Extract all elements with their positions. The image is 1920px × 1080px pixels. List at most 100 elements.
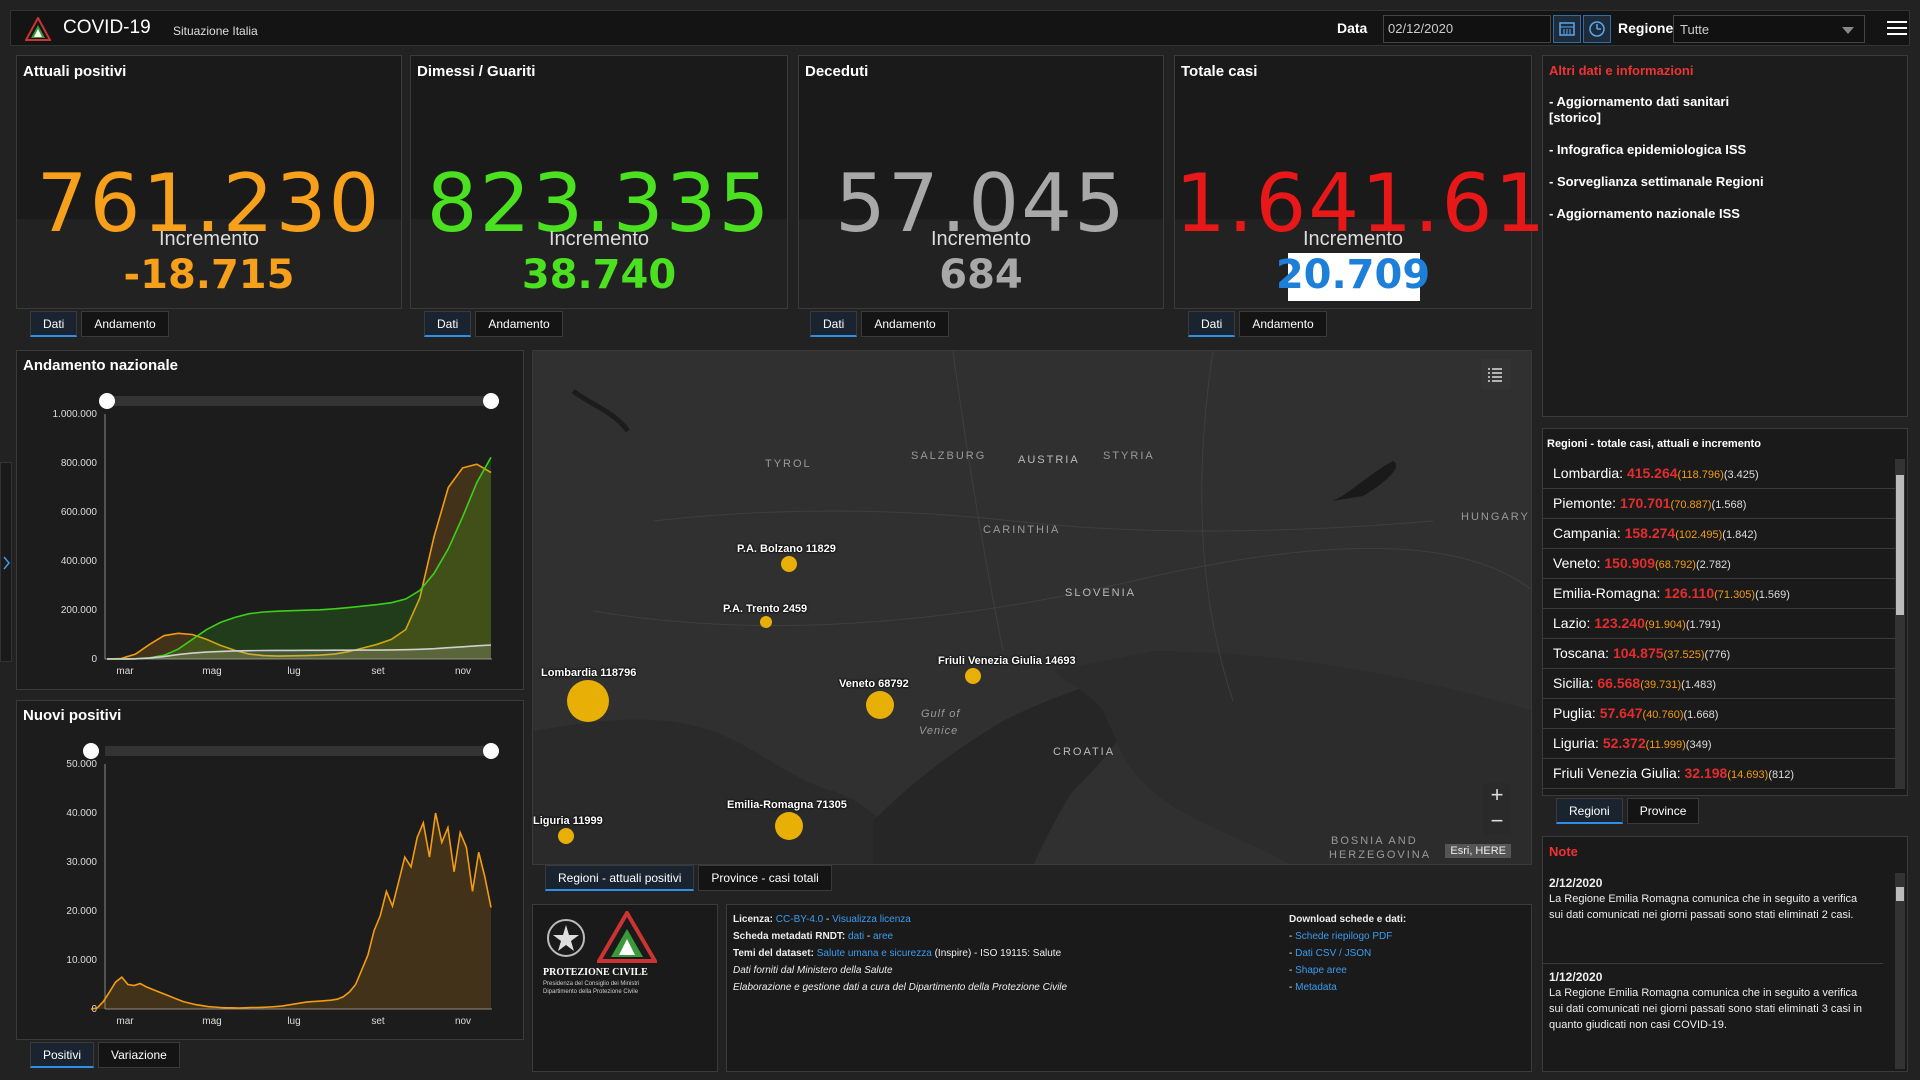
tab-variazione[interactable]: Variazione xyxy=(98,1042,180,1068)
region-label: Regione xyxy=(1618,20,1674,36)
increment-label: Incremento xyxy=(1302,228,1404,250)
y-tick-label: 0 xyxy=(91,1004,97,1015)
map-view[interactable]: AUSTRIA SALZBURG STYRIA TYROL HUNGARY SL… xyxy=(532,350,1532,865)
legend-button[interactable] xyxy=(1481,359,1511,389)
tab-dati[interactable]: Dati xyxy=(424,311,472,337)
region-row[interactable]: Liguria: 52.372(11.999)(349) xyxy=(1543,729,1895,759)
metadata-dati-link[interactable]: dati xyxy=(848,931,865,942)
tab-andamento[interactable]: Andamento xyxy=(861,311,949,337)
region-row[interactable]: Campania: 158.274(102.495)(1.842) xyxy=(1543,519,1895,549)
region-bubble[interactable] xyxy=(760,616,772,628)
region-increment: (1.483) xyxy=(1681,679,1717,691)
tab-dati[interactable]: Dati xyxy=(1188,311,1236,337)
tab-dati[interactable]: Dati xyxy=(30,311,78,337)
info-link[interactable]: - Aggiornamento nazionale ISS xyxy=(1549,206,1740,221)
info-link[interactable]: - Aggiornamento dati sanitari [storico] xyxy=(1549,94,1730,125)
tab-andamento[interactable]: Andamento xyxy=(475,311,563,337)
region-row[interactable]: Emilia-Romagna: 126.110(71.305)(1.569) xyxy=(1543,579,1895,609)
region-increment: (1.791) xyxy=(1685,619,1721,631)
hamburger-menu-button[interactable] xyxy=(1885,17,1909,41)
region-row[interactable]: Toscana: 104.875(37.525)(776) xyxy=(1543,639,1895,669)
region-name: Sicilia: xyxy=(1553,675,1594,691)
map-label: TYROL xyxy=(765,458,812,470)
clock-icon xyxy=(1589,21,1605,37)
data-source-note: Dati forniti dal Ministero della Salute xyxy=(733,965,893,976)
map-label: CROATIA xyxy=(1053,746,1116,758)
data-management-note: Elaborazione e gestione dati a cura del … xyxy=(733,982,1068,993)
tab-province[interactable]: Province xyxy=(1626,798,1700,824)
y-tick-label: 10.000 xyxy=(66,955,97,966)
map-terrain xyxy=(533,351,1531,864)
y-tick-label: 40.000 xyxy=(66,808,97,819)
topic-link[interactable]: Salute umana e sicurezza xyxy=(816,948,932,959)
region-select[interactable]: Tutte xyxy=(1673,15,1865,43)
region-row[interactable]: Lazio: 123.240(91.904)(1.791) xyxy=(1543,609,1895,639)
region-row[interactable]: Puglia: 57.647(40.760)(1.668) xyxy=(1543,699,1895,729)
calendar-button[interactable] xyxy=(1553,15,1581,43)
region-row[interactable]: Piemonte: 170.701(70.887)(1.568) xyxy=(1543,489,1895,519)
info-links: - Aggiornamento dati sanitari [storico] … xyxy=(1549,94,1764,238)
card-value: 57.045 xyxy=(835,157,1127,250)
note-scrollbar[interactable] xyxy=(1895,873,1905,1069)
tab-province-casi-totali[interactable]: Province - casi totali xyxy=(698,865,832,891)
zoom-in-button[interactable]: + xyxy=(1483,783,1511,809)
scrollbar-thumb[interactable] xyxy=(1896,887,1904,901)
series-line xyxy=(90,812,492,1010)
region-row[interactable]: Lombardia: 415.264(118.796)(3.425) xyxy=(1543,459,1895,489)
range-slider-handle[interactable] xyxy=(99,393,115,409)
license-link[interactable]: CC-BY-4.0 xyxy=(775,914,824,925)
card-tabs-deceduti: Dati Andamento xyxy=(810,311,949,337)
range-slider-handle[interactable] xyxy=(83,743,99,759)
region-total: 52.372 xyxy=(1602,735,1646,751)
region-name: Campania: xyxy=(1553,525,1621,541)
download-metadata-link[interactable]: Metadata xyxy=(1295,982,1337,993)
region-bubble[interactable] xyxy=(567,680,609,722)
series-line xyxy=(107,456,492,660)
region-increment: (2.782) xyxy=(1695,559,1731,571)
regions-scrollbar[interactable] xyxy=(1895,459,1905,789)
date-input[interactable]: 02/12/2020 xyxy=(1383,15,1551,43)
download-csv-link[interactable]: Dati CSV / JSON xyxy=(1295,948,1372,959)
region-bubble[interactable] xyxy=(866,691,894,719)
scrollbar-thumb[interactable] xyxy=(1896,475,1904,615)
range-slider-track[interactable] xyxy=(105,746,492,756)
y-tick-label: 0 xyxy=(91,654,97,665)
series-area xyxy=(91,813,491,1009)
region-total: 150.909 xyxy=(1604,555,1655,571)
protezione-civile-emblem-icon xyxy=(597,911,657,963)
region-row[interactable]: Veneto: 150.909(68.792)(2.782) xyxy=(1543,549,1895,579)
tab-positivi[interactable]: Positivi xyxy=(30,1042,95,1068)
info-link[interactable]: - Sorveglianza settimanale Regioni xyxy=(1549,174,1764,189)
tab-regioni-attuali-positivi[interactable]: Regioni - attuali positivi xyxy=(545,865,695,891)
bubble-label: Lombardia 118796 xyxy=(541,667,637,679)
region-bubble[interactable] xyxy=(775,812,803,840)
region-row[interactable]: Friuli Venezia Giulia: 32.198(14.693)(81… xyxy=(1543,759,1895,789)
region-name: Emilia-Romagna: xyxy=(1553,585,1661,601)
download-shape-link[interactable]: Shape aree xyxy=(1295,965,1347,976)
time-button[interactable] xyxy=(1583,15,1611,43)
range-slider-handle[interactable] xyxy=(483,743,499,759)
info-link[interactable]: - Infografica epidemiologica ISS xyxy=(1549,142,1747,157)
region-bubble[interactable] xyxy=(781,556,797,572)
region-current: (39.731) xyxy=(1640,679,1682,691)
region-bubble[interactable] xyxy=(558,828,574,844)
range-slider-track[interactable] xyxy=(105,396,492,406)
side-panel-handle[interactable] xyxy=(0,462,12,662)
region-row[interactable]: Sicilia: 66.568(39.731)(1.483) xyxy=(1543,669,1895,699)
zoom-out-button[interactable]: − xyxy=(1483,809,1511,835)
map-label: AUSTRIA xyxy=(1018,454,1080,466)
map-attribution: Esri, HERE xyxy=(1445,844,1511,858)
tab-regioni[interactable]: Regioni xyxy=(1556,798,1623,824)
region-bubble[interactable] xyxy=(965,668,981,684)
download-pdf-link[interactable]: Schede riepilogo PDF xyxy=(1295,931,1393,942)
x-tick-label: nov xyxy=(455,1016,471,1027)
metadata-aree-link[interactable]: aree xyxy=(873,931,894,942)
range-slider-handle[interactable] xyxy=(483,393,499,409)
region-increment: (349) xyxy=(1685,739,1712,751)
view-license-link[interactable]: Visualizza licenza xyxy=(832,914,911,925)
tab-dati[interactable]: Dati xyxy=(810,311,858,337)
tab-andamento[interactable]: Andamento xyxy=(81,311,169,337)
tab-andamento[interactable]: Andamento xyxy=(1239,311,1327,337)
map-label: HERZEGOVINA xyxy=(1329,849,1432,861)
region-name: Toscana: xyxy=(1553,645,1610,661)
